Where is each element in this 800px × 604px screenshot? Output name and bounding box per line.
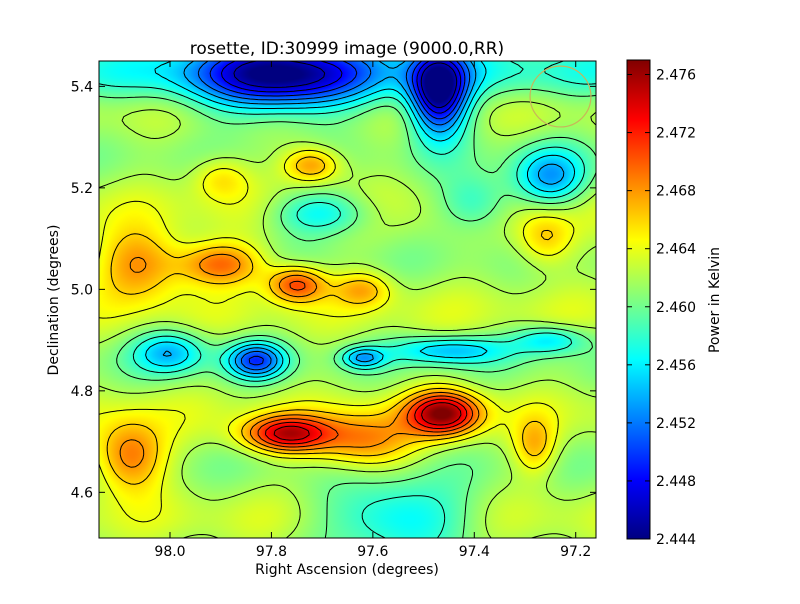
contour-level-5 bbox=[145, 61, 576, 378]
x-axis-label: Right Ascension (degrees) bbox=[255, 562, 439, 578]
colorbar-label: Power in Kelvin bbox=[707, 247, 723, 353]
chart-title: rosette, ID:30999 image (9000.0,RR) bbox=[190, 39, 504, 59]
contour-lines bbox=[99, 61, 596, 538]
plot-area: 98.0 97.8 97.6 97.4 97.2 4.6 4.8 5.0 5.2 5.4 bbox=[71, 60, 597, 560]
colorbar-tick-label: 2.448 bbox=[656, 474, 696, 490]
contour-level-8 bbox=[99, 101, 596, 538]
y-tick-label: 4.6 bbox=[71, 485, 93, 501]
colorbar-gradient bbox=[626, 59, 651, 540]
colorbar-ticks: 2.444 2.448 2.452 2.456 2.460 2.464 2.468 2.472… bbox=[627, 68, 696, 548]
colorbar-tick-label: 2.468 bbox=[656, 184, 696, 200]
contour-level-2 bbox=[209, 61, 466, 366]
contour-level-11 bbox=[119, 253, 480, 468]
x-tick-label: 97.6 bbox=[357, 544, 388, 560]
contour-level-1 bbox=[221, 61, 462, 114]
x-tick-label: 97.8 bbox=[256, 544, 287, 560]
x-tick-label: 98.0 bbox=[154, 544, 185, 560]
contour-level-10 bbox=[106, 156, 553, 485]
contour-level-12 bbox=[257, 280, 474, 448]
y-axis: 4.6 4.8 5.0 5.2 5.4 bbox=[71, 79, 596, 501]
contour-level-6 bbox=[99, 61, 596, 538]
colorbar-tick-label: 2.456 bbox=[656, 358, 696, 374]
contour-level-13 bbox=[265, 398, 468, 445]
colorbar-tick-label: 2.464 bbox=[656, 242, 696, 258]
y-tick-label: 5.4 bbox=[71, 79, 93, 95]
contour-level-4 bbox=[162, 61, 565, 374]
plot-frame bbox=[98, 60, 597, 539]
y-tick-label: 5.0 bbox=[71, 282, 93, 298]
beam-circle bbox=[529, 65, 592, 128]
x-axis: 98.0 97.8 97.6 97.4 97.2 bbox=[154, 61, 591, 560]
contour-level-9 bbox=[99, 149, 575, 523]
colorbar-tick-label: 2.472 bbox=[656, 126, 696, 142]
y-tick-label: 4.8 bbox=[71, 384, 93, 400]
x-tick-label: 97.2 bbox=[560, 544, 591, 560]
contour-level-3 bbox=[197, 61, 471, 371]
contour-level-0 bbox=[233, 61, 458, 108]
colorbar: 2.444 2.448 2.452 2.456 2.460 2.464 2.468 2.472… bbox=[626, 59, 696, 548]
colorbar-tick-label: 2.452 bbox=[656, 416, 696, 432]
y-tick-label: 5.2 bbox=[71, 181, 93, 197]
x-tick-label: 97.4 bbox=[459, 544, 490, 560]
contour-level-7 bbox=[99, 88, 596, 538]
colorbar-tick-label: 2.444 bbox=[656, 532, 696, 548]
y-axis-label: Declination (degrees) bbox=[46, 225, 62, 376]
contour-level-14 bbox=[273, 402, 462, 441]
colorbar-tick-label: 2.460 bbox=[656, 300, 696, 316]
heatmap bbox=[99, 61, 596, 538]
colorbar-tick-label: 2.476 bbox=[656, 68, 696, 84]
